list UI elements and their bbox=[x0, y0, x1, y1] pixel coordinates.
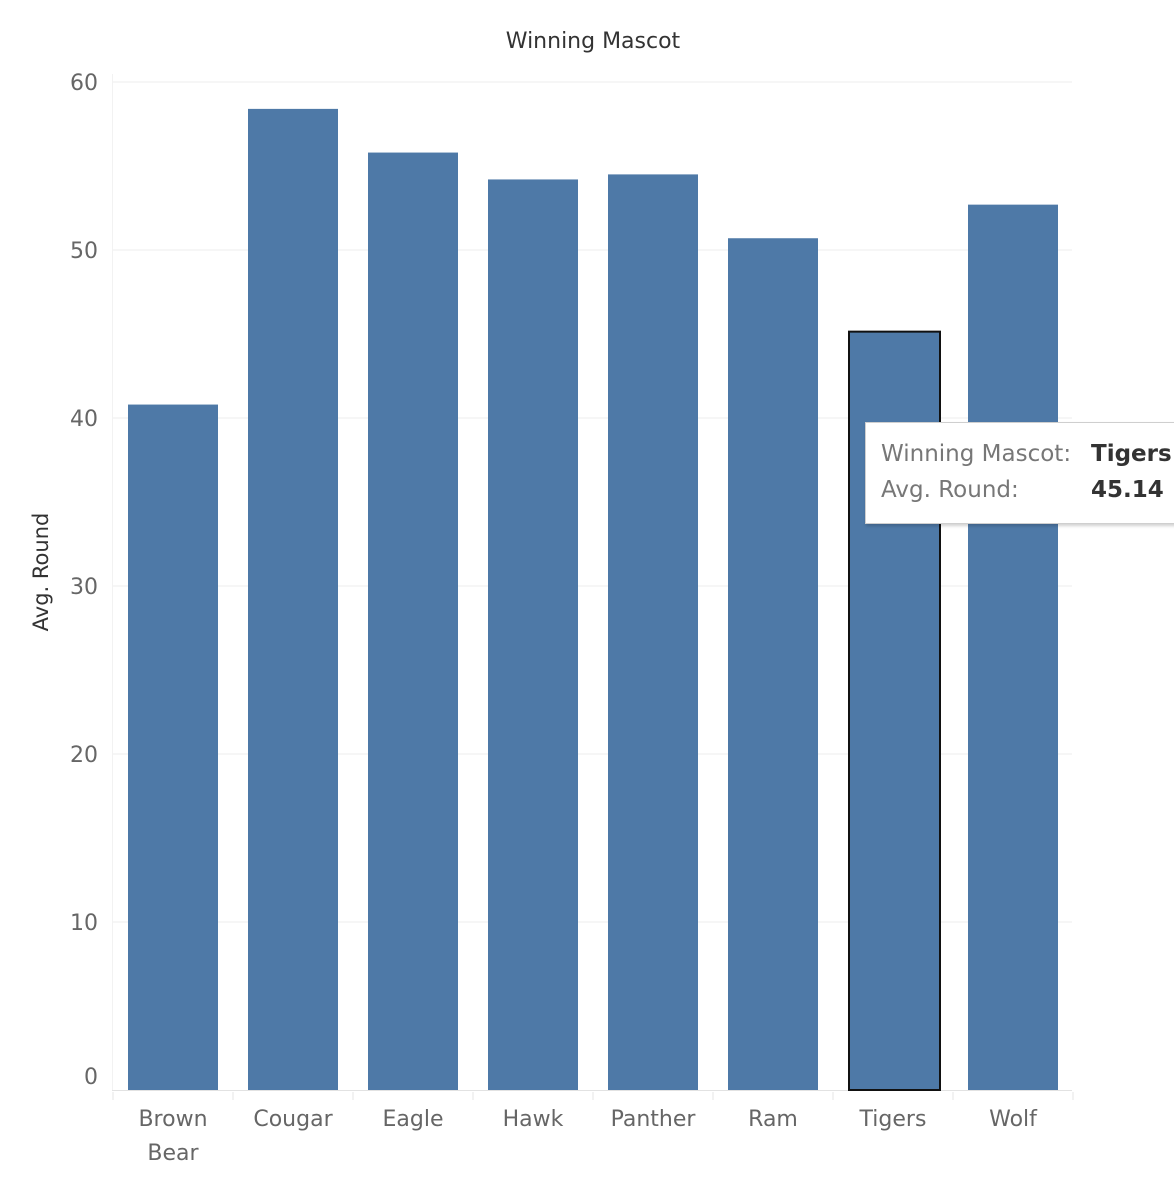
x-tick-label: Cougar bbox=[253, 1107, 333, 1132]
x-tick-label: Bear bbox=[147, 1141, 199, 1166]
y-tick-label: 50 bbox=[70, 239, 98, 264]
bar-hawk[interactable] bbox=[488, 179, 578, 1090]
y-tick-label: 30 bbox=[70, 575, 98, 600]
tooltip-round-key: Avg. Round: bbox=[881, 477, 1019, 503]
tooltip-mascot-value: Tigers bbox=[1091, 441, 1172, 467]
y-tick-label: 60 bbox=[70, 71, 98, 96]
x-axis-ticks: Brown Bear Cougar Eagle Hawk Panther Ram Tigers… bbox=[112, 1092, 1074, 1166]
bar-ram[interactable] bbox=[728, 238, 818, 1091]
bar-cougar[interactable] bbox=[248, 108, 338, 1090]
y-axis-title: Avg. Round bbox=[29, 513, 53, 632]
tooltip-mascot-key: Winning Mascot: bbox=[881, 441, 1072, 467]
tooltip-round-value: 45.14 bbox=[1091, 477, 1164, 503]
bar-brown-bear[interactable] bbox=[128, 404, 218, 1090]
y-tick-label: 20 bbox=[70, 743, 98, 768]
x-tick-label: Panther bbox=[611, 1107, 697, 1132]
tooltip-round-row: Avg. Round: 45.14 bbox=[881, 477, 1164, 503]
x-tick-label: Ram bbox=[748, 1107, 798, 1132]
bar-eagle[interactable] bbox=[368, 152, 458, 1090]
y-tick-label: 0 bbox=[84, 1065, 98, 1090]
tooltip-mascot-row: Winning Mascot: Tigers bbox=[881, 441, 1172, 467]
bar-panther[interactable] bbox=[608, 174, 698, 1090]
x-tick-label: Brown bbox=[138, 1107, 207, 1132]
tooltip: Winning Mascot: Tigers Avg. Round: 45.14 bbox=[865, 422, 1174, 524]
x-tick-label: Wolf bbox=[989, 1107, 1038, 1132]
x-tick-label: Hawk bbox=[503, 1107, 564, 1132]
x-tick-label: Tigers bbox=[859, 1107, 927, 1132]
y-axis-ticks: 0 10 20 30 40 50 60 bbox=[70, 71, 98, 1090]
x-tick-label: Eagle bbox=[383, 1107, 444, 1132]
chart-title: Winning Mascot bbox=[506, 29, 681, 54]
y-tick-label: 10 bbox=[70, 911, 98, 936]
bars bbox=[128, 108, 1058, 1091]
y-tick-label: 40 bbox=[70, 407, 98, 432]
bar-wolf[interactable] bbox=[968, 204, 1058, 1090]
